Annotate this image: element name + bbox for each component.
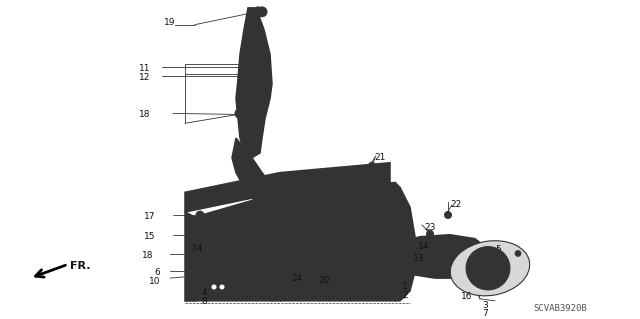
Circle shape	[194, 268, 200, 274]
Circle shape	[219, 284, 225, 290]
Text: 16: 16	[461, 292, 472, 301]
Circle shape	[211, 284, 217, 290]
Circle shape	[445, 211, 451, 219]
Text: 5: 5	[495, 245, 500, 254]
Text: 19: 19	[163, 18, 175, 27]
Circle shape	[515, 250, 521, 256]
Text: 14: 14	[191, 244, 203, 253]
Text: 3: 3	[482, 301, 488, 310]
Text: 2: 2	[402, 291, 408, 300]
Circle shape	[287, 241, 293, 248]
Polygon shape	[395, 182, 415, 301]
Text: SCVAB3920B: SCVAB3920B	[533, 304, 587, 313]
Polygon shape	[390, 235, 485, 278]
Text: 21: 21	[374, 153, 385, 162]
Text: 4: 4	[202, 288, 207, 297]
Text: 20: 20	[319, 276, 330, 285]
Ellipse shape	[451, 241, 530, 296]
Circle shape	[196, 211, 204, 219]
Circle shape	[426, 230, 433, 237]
Circle shape	[253, 7, 263, 17]
Polygon shape	[236, 8, 272, 158]
Circle shape	[336, 281, 344, 289]
Text: 18: 18	[138, 110, 150, 119]
Circle shape	[193, 250, 201, 258]
Polygon shape	[220, 222, 275, 261]
Text: 22: 22	[450, 200, 461, 209]
Text: 23: 23	[424, 223, 435, 232]
Circle shape	[474, 255, 502, 282]
Text: 11: 11	[138, 64, 150, 73]
Circle shape	[466, 247, 510, 290]
Circle shape	[257, 7, 267, 17]
Text: 18: 18	[141, 251, 153, 261]
Text: 6: 6	[154, 268, 160, 277]
Text: FR.: FR.	[70, 261, 90, 271]
Polygon shape	[270, 286, 405, 301]
Text: 24: 24	[292, 274, 303, 283]
Text: 7: 7	[482, 309, 488, 318]
Polygon shape	[215, 266, 395, 296]
Circle shape	[405, 261, 411, 267]
Circle shape	[404, 251, 412, 258]
Text: 17: 17	[143, 212, 155, 221]
Circle shape	[196, 231, 204, 239]
Polygon shape	[398, 241, 478, 272]
Circle shape	[481, 261, 495, 275]
Polygon shape	[232, 138, 285, 212]
Text: 1: 1	[402, 282, 408, 291]
Circle shape	[369, 162, 376, 169]
Polygon shape	[185, 212, 195, 301]
Text: 10: 10	[148, 277, 160, 286]
Text: 13: 13	[413, 255, 424, 263]
Polygon shape	[185, 163, 390, 212]
Circle shape	[235, 108, 245, 118]
Text: 15: 15	[143, 232, 155, 241]
Polygon shape	[195, 182, 395, 301]
Text: 9: 9	[495, 254, 500, 263]
Text: 12: 12	[139, 73, 150, 82]
Text: 14: 14	[418, 241, 429, 251]
Text: 8: 8	[201, 297, 207, 306]
